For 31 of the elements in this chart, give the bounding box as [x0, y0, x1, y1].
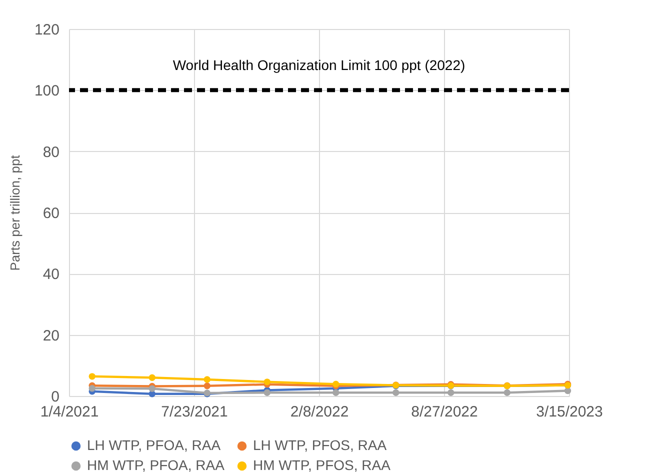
point: [204, 376, 210, 383]
x-tick-label: 8/27/2022: [411, 404, 478, 420]
y-tick-label: 120: [34, 22, 60, 38]
y-tick-label: 20: [42, 327, 60, 344]
legend-label: LH WTP, PFOS, RAA: [253, 437, 388, 453]
point: [448, 389, 454, 396]
legend-label: HM WTP, PFOS, RAA: [253, 457, 392, 472]
y-tick-label: 60: [42, 205, 60, 222]
y-tick-label: 0: [51, 388, 60, 406]
legend-label: LH WTP, PFOA, RAA: [87, 437, 222, 453]
x-tick-label: 1/4/2021: [40, 404, 99, 420]
point: [264, 389, 270, 396]
point: [204, 382, 210, 390]
point: [148, 385, 156, 392]
y-tick-label: 100: [34, 82, 60, 100]
x-tick-label: 2/8/2022: [290, 404, 349, 420]
legend-label: HM WTP, PFOA, RAA: [87, 457, 226, 472]
y-tick-label: 40: [42, 266, 60, 284]
point: [264, 378, 270, 386]
y-tick-label: 80: [42, 144, 60, 161]
x-tick-label: 7/23/2021: [161, 404, 228, 420]
x-tick-label: 3/15/2023: [536, 404, 603, 420]
y-axis-title: Parts per trillion, ppt: [7, 154, 22, 271]
point: [564, 387, 572, 394]
point: [148, 374, 156, 381]
ref-line-label: World Health Organization Limit 100 ppt (2022): [172, 57, 466, 74]
point: [392, 389, 400, 396]
point: [332, 389, 340, 396]
point: [88, 385, 96, 392]
point: [88, 373, 96, 380]
point: [504, 389, 510, 396]
